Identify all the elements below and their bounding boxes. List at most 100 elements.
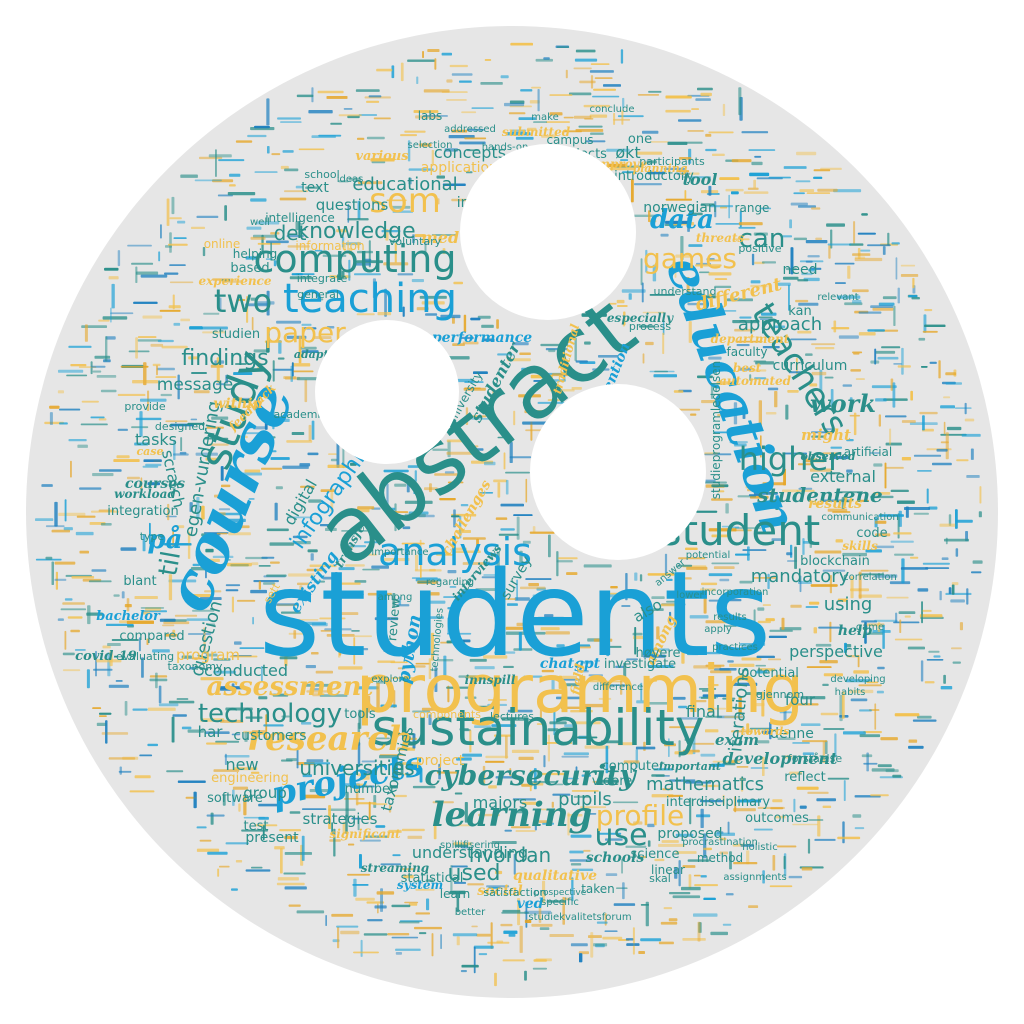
- filler-word-stroke: [583, 104, 610, 108]
- filler-word-stroke: [358, 854, 362, 869]
- word: development: [723, 749, 839, 768]
- word: present: [245, 830, 299, 846]
- filler-word-stroke: [537, 616, 565, 620]
- filler-word-stroke: [454, 881, 466, 884]
- filler-word-stroke: [598, 355, 619, 358]
- filler-word-stroke: [849, 397, 853, 408]
- filler-word-stroke: [561, 678, 584, 681]
- filler-word-stroke: [877, 356, 899, 360]
- filler-word-stroke: [546, 900, 566, 903]
- filler-word-stroke: [98, 418, 107, 421]
- filler-word-stroke: [169, 281, 194, 284]
- filler-word-stroke: [777, 845, 797, 848]
- filler-word-stroke: [250, 589, 267, 594]
- filler-word-stroke: [689, 797, 692, 825]
- filler-word-stroke: [451, 865, 468, 868]
- filler-word-stroke: [575, 129, 604, 132]
- filler-word-stroke: [892, 382, 896, 408]
- filler-word-stroke: [236, 299, 246, 301]
- word: studieprogramledelsen: [709, 361, 723, 499]
- filler-word-stroke: [846, 655, 860, 658]
- filler-word-stroke: [317, 90, 344, 94]
- filler-word-stroke: [135, 337, 138, 359]
- filler-word-stroke: [690, 176, 711, 179]
- filler-word-stroke: [734, 443, 747, 447]
- filler-word-stroke: [578, 125, 603, 128]
- filler-word-stroke: [538, 903, 542, 923]
- filler-word-stroke: [101, 732, 129, 735]
- filler-word-stroke: [306, 690, 334, 693]
- filler-word-stroke: [784, 755, 793, 759]
- filler-word-stroke: [135, 266, 138, 284]
- filler-word-stroke: [782, 235, 792, 238]
- word: chatgpt: [540, 656, 601, 672]
- filler-word-stroke: [710, 383, 714, 399]
- filler-word-stroke: [270, 457, 290, 460]
- filler-word-stroke: [326, 326, 335, 329]
- filler-word-stroke: [87, 605, 91, 625]
- filler-word-stroke: [292, 535, 308, 539]
- filler-word-stroke: [357, 686, 379, 690]
- filler-word-stroke: [388, 804, 392, 813]
- filler-word-stroke: [813, 176, 823, 179]
- word: ved: [517, 896, 544, 912]
- filler-word-stroke: [325, 527, 337, 531]
- filler-word-stroke: [690, 413, 697, 416]
- filler-word-stroke: [777, 282, 791, 286]
- filler-word-stroke: [364, 541, 380, 544]
- filler-word-stroke: [668, 794, 683, 797]
- filler-word-stroke: [656, 626, 660, 640]
- filler-word-stroke: [569, 859, 592, 862]
- filler-word-stroke: [255, 824, 278, 827]
- filler-word-stroke: [132, 708, 148, 711]
- filler-word-stroke: [58, 369, 84, 373]
- filler-word-stroke: [381, 230, 401, 233]
- filler-word-stroke: [449, 890, 466, 895]
- filler-word-stroke: [711, 763, 725, 767]
- filler-word-stroke: [433, 819, 437, 840]
- filler-word-stroke: [781, 617, 785, 630]
- filler-word-stroke: [590, 932, 594, 958]
- filler-word-stroke: [263, 724, 284, 727]
- filler-word-stroke: [897, 500, 915, 504]
- filler-word-stroke: [397, 667, 406, 670]
- filler-word-stroke: [270, 232, 280, 235]
- filler-word-stroke: [895, 612, 898, 623]
- filler-word-stroke: [451, 73, 473, 76]
- filler-word-stroke: [480, 82, 503, 85]
- word: learn: [440, 887, 470, 901]
- filler-word-stroke: [300, 346, 317, 350]
- filler-word-stroke: [749, 172, 770, 177]
- filler-word-stroke: [355, 263, 371, 266]
- filler-word-stroke: [871, 385, 897, 389]
- filler-word-stroke: [513, 410, 516, 426]
- filler-word-stroke: [950, 599, 965, 603]
- filler-word-stroke: [835, 282, 846, 284]
- filler-word-stroke: [798, 463, 813, 466]
- filler-word-stroke: [943, 421, 946, 435]
- filler-word-stroke: [452, 316, 455, 324]
- filler-word-stroke: [482, 765, 486, 784]
- word: software: [207, 791, 263, 806]
- filler-word-stroke: [955, 519, 973, 523]
- filler-word-stroke: [280, 165, 289, 170]
- word: spillifisering: [440, 840, 500, 851]
- word: use: [594, 818, 647, 853]
- filler-word-stroke: [772, 799, 783, 803]
- filler-word-stroke: [270, 561, 280, 564]
- filler-word-stroke: [523, 675, 543, 678]
- filler-word-stroke: [652, 264, 657, 282]
- filler-word-stroke: [446, 79, 453, 83]
- filler-word-stroke: [432, 801, 454, 804]
- filler-word-stroke: [172, 629, 176, 638]
- filler-word-stroke: [204, 590, 222, 593]
- filler-word-stroke: [936, 448, 948, 452]
- filler-word-stroke: [310, 553, 314, 561]
- filler-word-stroke: [589, 680, 603, 683]
- filler-word-stroke: [168, 700, 195, 704]
- filler-word-stroke: [424, 240, 427, 255]
- filler-word-stroke: [124, 700, 128, 716]
- filler-word-stroke: [807, 838, 811, 854]
- filler-word-stroke: [446, 640, 456, 644]
- filler-word-stroke: [313, 786, 320, 789]
